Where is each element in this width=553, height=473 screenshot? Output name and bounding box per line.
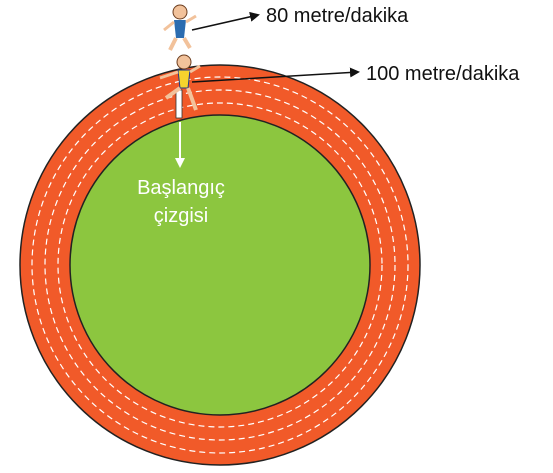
field <box>70 115 370 415</box>
arrow <box>192 15 258 30</box>
speed-label: 100 metre/dakika <box>366 63 520 85</box>
runner-1 <box>164 5 196 50</box>
start-label: Başlangıç <box>137 177 225 199</box>
speed-label: 80 metre/dakika <box>266 5 409 27</box>
start-label: çizgisi <box>154 205 208 227</box>
diagram: 80 metre/dakika 100 metre/dakika Başlang… <box>0 0 553 473</box>
start-line <box>176 90 182 118</box>
